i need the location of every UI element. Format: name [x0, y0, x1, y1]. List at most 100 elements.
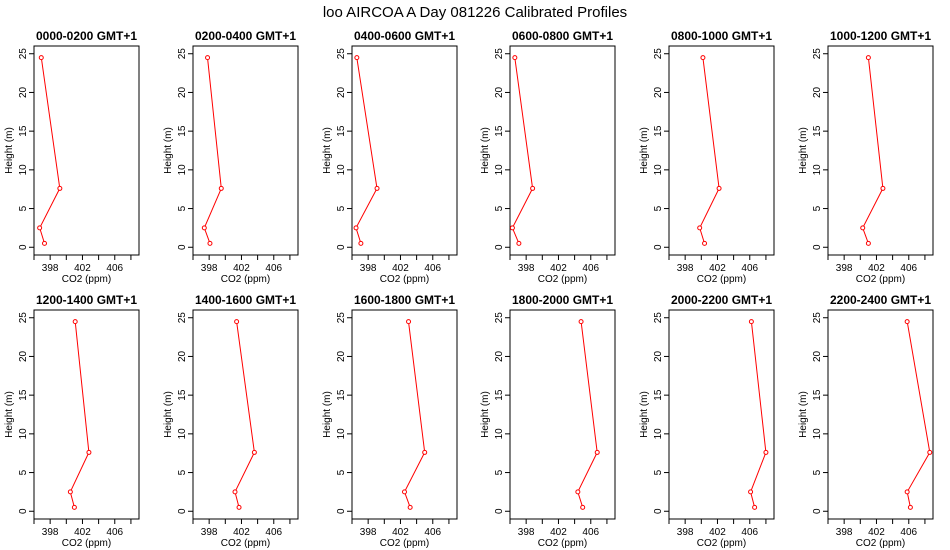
y-tick-label: 5: [812, 205, 823, 211]
x-tick-label: 406: [424, 527, 441, 538]
x-tick-label: 402: [709, 263, 726, 274]
x-tick-label: 398: [201, 527, 218, 538]
y-tick-label: 20: [653, 350, 664, 362]
x-tick-label: 402: [868, 263, 885, 274]
x-tick-label: 402: [868, 527, 885, 538]
x-tick-label: 402: [392, 527, 409, 538]
y-tick-label: 0: [336, 244, 347, 250]
plot-frame: [827, 45, 934, 256]
x-axis-label: CO2 (ppm): [856, 274, 905, 285]
profile-point: [38, 55, 44, 61]
y-tick-label: 10: [177, 164, 188, 176]
y-tick-label: 5: [812, 469, 823, 475]
x-tick-label: 398: [42, 263, 59, 274]
y-tick-label: 15: [812, 389, 823, 401]
x-axis-label: CO2 (ppm): [538, 538, 587, 549]
x-tick-label: 406: [900, 527, 917, 538]
y-tick-label: 10: [18, 428, 29, 440]
plot-frame: [33, 45, 140, 256]
x-tick-label: 406: [106, 527, 123, 538]
profile-point: [205, 55, 211, 61]
y-tick-label: 5: [494, 469, 505, 475]
profile-point: [354, 55, 360, 61]
x-tick-label: 398: [42, 527, 59, 538]
panel-title: 1200-1400 GMT+1: [36, 293, 137, 307]
panel-title: 0000-0200 GMT+1: [36, 29, 137, 43]
y-tick-label: 25: [18, 312, 29, 324]
y-tick-label: 0: [18, 508, 29, 514]
profile-line: [511, 57, 534, 244]
profile-point: [702, 240, 708, 246]
profile-point: [72, 319, 78, 325]
y-tick-label: 25: [653, 48, 664, 60]
profile-point: [697, 225, 703, 231]
profile-point: [236, 504, 242, 510]
profile-point: [358, 240, 364, 246]
x-tick-label: 398: [677, 527, 694, 538]
x-tick-label: 402: [233, 263, 250, 274]
y-tick-label: 25: [812, 312, 823, 324]
profile-point: [374, 185, 380, 191]
y-tick-label: 20: [494, 86, 505, 98]
y-axis-label: Height (m): [639, 127, 650, 174]
profile-point: [530, 185, 536, 191]
x-axis-label: CO2 (ppm): [856, 538, 905, 549]
panel-title: 1800-2000 GMT+1: [512, 293, 613, 307]
y-tick-label: 10: [336, 428, 347, 440]
y-tick-label: 10: [653, 428, 664, 440]
profile-point: [353, 225, 359, 231]
x-tick-label: 402: [550, 263, 567, 274]
x-tick-label: 398: [677, 263, 694, 274]
y-axis-label: Height (m): [163, 391, 174, 438]
plot-frame: [668, 45, 775, 256]
x-tick-label: 398: [836, 527, 853, 538]
y-tick-label: 15: [494, 125, 505, 137]
plot-frame: [827, 309, 934, 520]
panel-title: 2000-2200 GMT+1: [671, 293, 772, 307]
y-tick-label: 20: [812, 86, 823, 98]
y-tick-label: 15: [653, 125, 664, 137]
y-tick-label: 25: [653, 312, 664, 324]
profile-point: [594, 449, 600, 455]
y-axis-label: Height (m): [798, 127, 809, 174]
figure-title: loo AIRCOA A Day 081226 Calibrated Profi…: [323, 4, 627, 21]
plot-frame: [192, 45, 299, 256]
x-tick-label: 406: [741, 263, 758, 274]
x-tick-label: 406: [582, 263, 599, 274]
profile-point: [904, 489, 910, 495]
x-tick-label: 402: [392, 263, 409, 274]
y-tick-label: 0: [177, 244, 188, 250]
profile-point: [407, 504, 413, 510]
y-tick-label: 10: [812, 428, 823, 440]
y-tick-label: 10: [177, 428, 188, 440]
profile-point: [67, 489, 73, 495]
profile-line: [699, 57, 720, 244]
x-tick-label: 402: [550, 527, 567, 538]
panel-title: 1000-1200 GMT+1: [830, 29, 931, 43]
profile-point: [42, 240, 47, 246]
y-tick-label: 10: [812, 164, 823, 176]
y-tick-label: 0: [653, 244, 664, 250]
x-axis-label: CO2 (ppm): [697, 538, 746, 549]
plot-frame: [192, 309, 299, 520]
y-tick-label: 0: [494, 508, 505, 514]
profile-point: [402, 489, 407, 495]
profile-point: [860, 225, 866, 231]
y-tick-label: 25: [336, 48, 347, 60]
profile-point: [907, 504, 913, 510]
profile-point: [201, 225, 207, 231]
x-tick-label: 406: [900, 263, 917, 274]
profile-point: [716, 185, 722, 191]
profile-point: [904, 319, 910, 325]
x-tick-label: 398: [201, 263, 218, 274]
y-tick-label: 20: [653, 86, 664, 98]
y-axis-label: Height (m): [798, 391, 809, 438]
